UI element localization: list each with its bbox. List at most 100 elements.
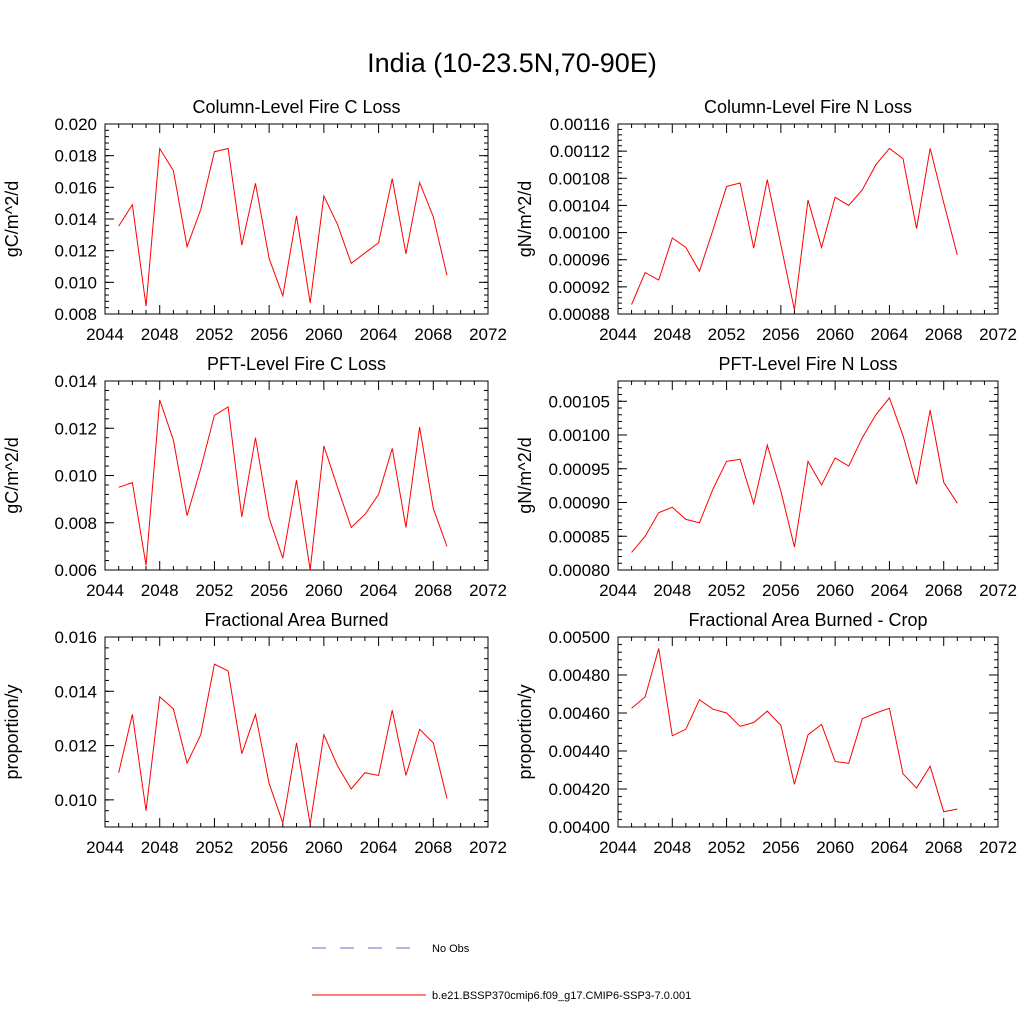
y-tick-label: 0.00105 (549, 392, 610, 411)
y-tick-label: 0.00085 (549, 527, 610, 546)
x-tick-label: 2044 (599, 838, 637, 857)
x-tick-label: 2052 (196, 838, 234, 857)
y-tick-label: 0.008 (54, 514, 97, 533)
x-tick-label: 2048 (653, 581, 691, 600)
y-tick-label: 0.00116 (550, 115, 610, 134)
x-tick-label: 2068 (414, 838, 452, 857)
plot-frame (617, 636, 999, 828)
x-tick-label: 2052 (196, 325, 234, 344)
y-tick-label: 0.00088 (549, 305, 610, 324)
y-tick-label: 0.00480 (549, 666, 610, 685)
panel-title: PFT-Level Fire N Loss (718, 354, 897, 374)
y-axis-label: gC/m^2/d (2, 181, 22, 257)
y-tick-label: 0.00092 (549, 278, 610, 297)
x-tick-label: 2068 (925, 838, 963, 857)
x-tick-label: 2056 (250, 581, 288, 600)
y-tick-label: 0.00108 (549, 169, 610, 188)
y-tick-label: 0.016 (54, 628, 97, 647)
y-tick-label: 0.006 (54, 561, 97, 580)
y-tick-label: 0.00460 (549, 704, 610, 723)
y-tick-label: 0.00104 (549, 196, 610, 215)
x-tick-label: 2072 (469, 581, 507, 600)
x-tick-label: 2060 (816, 325, 854, 344)
y-tick-label: 0.010 (54, 273, 97, 292)
x-tick-label: 2044 (599, 325, 637, 344)
y-tick-label: 0.010 (54, 467, 97, 486)
series-line (631, 147, 958, 311)
y-tick-label: 0.014 (54, 372, 97, 391)
x-tick-label: 2056 (250, 325, 288, 344)
x-tick-label: 2048 (141, 838, 179, 857)
x-tick-label: 2072 (979, 838, 1017, 857)
y-axis-label: gN/m^2/d (515, 437, 535, 513)
x-tick-label: 2068 (414, 581, 452, 600)
chart-panel-5: 2044 2048 2052 2056 2060 2064 2068 2072 0.010 0.0… (2, 610, 507, 857)
y-tick-label: 0.00095 (549, 460, 610, 479)
y-tick-label: 0.008 (54, 305, 97, 324)
chart-panel-6: 2044 2048 2052 2056 2060 2064 2068 2072 0.00400 0… (515, 610, 1017, 857)
x-tick-label: 2044 (86, 325, 124, 344)
x-tick-label: 2060 (305, 581, 343, 600)
y-axis-label: gN/m^2/d (515, 181, 535, 257)
x-tick-label: 2056 (762, 325, 800, 344)
y-tick-label: 0.012 (54, 737, 97, 756)
figure-title: India (10-23.5N,70-90E) (367, 48, 657, 78)
chart-panel-2: 2044 2048 2052 2056 2060 2064 2068 2072 0.00088 0… (515, 97, 1017, 344)
y-tick-label: 0.014 (54, 682, 97, 701)
x-tick-label: 2044 (86, 581, 124, 600)
panel-title: Column-Level Fire N Loss (704, 97, 912, 117)
x-tick-label: 2068 (925, 581, 963, 600)
y-tick-label: 0.00080 (549, 561, 610, 580)
y-tick-label: 0.00096 (549, 251, 610, 270)
series-line (118, 146, 448, 307)
x-tick-label: 2060 (305, 325, 343, 344)
y-tick-label: 0.010 (54, 791, 97, 810)
x-tick-label: 2064 (871, 581, 909, 600)
y-axis-label: gC/m^2/d (2, 437, 22, 513)
plot-frame (617, 380, 999, 571)
y-tick-label: 0.018 (54, 147, 97, 166)
x-tick-label: 2048 (141, 325, 179, 344)
chart-panel-1: 2044 2048 2052 2056 2060 2064 2068 2072 0.008 0.0… (2, 97, 507, 344)
legend: No Obs b.e21.BSSP370cmip6.f09_g17.CMIP6-S… (312, 943, 691, 1002)
x-tick-label: 2072 (979, 325, 1017, 344)
panel-title: PFT-Level Fire C Loss (207, 354, 386, 374)
x-tick-label: 2060 (816, 838, 854, 857)
legend-label-no-obs: No Obs (432, 943, 470, 955)
x-tick-label: 2068 (414, 325, 452, 344)
y-tick-label: 0.016 (54, 178, 97, 197)
x-tick-label: 2052 (196, 581, 234, 600)
x-tick-label: 2072 (469, 325, 507, 344)
plot-frame (104, 636, 489, 828)
x-tick-label: 2044 (599, 581, 637, 600)
x-tick-label: 2044 (86, 838, 124, 857)
panel-title: Fractional Area Burned (204, 610, 388, 630)
x-tick-label: 2072 (979, 581, 1017, 600)
x-tick-label: 2060 (816, 581, 854, 600)
x-tick-label: 2060 (305, 838, 343, 857)
y-tick-label: 0.00400 (549, 818, 610, 837)
x-tick-label: 2048 (653, 838, 691, 857)
x-tick-label: 2056 (762, 581, 800, 600)
x-tick-label: 2064 (871, 838, 909, 857)
x-tick-label: 2052 (708, 325, 746, 344)
y-tick-label: 0.020 (54, 115, 97, 134)
y-axis-label: proportion/y (515, 684, 535, 779)
x-tick-label: 2056 (762, 838, 800, 857)
series-line (631, 648, 958, 813)
y-tick-label: 0.00500 (549, 628, 610, 647)
series-line (118, 399, 448, 571)
chart-panel-3: 2044 2048 2052 2056 2060 2064 2068 2072 0.006 0.0… (2, 354, 507, 600)
x-tick-label: 2064 (360, 325, 398, 344)
series-line (118, 663, 448, 825)
chart-panel-4: 2044 2048 2052 2056 2060 2064 2068 2072 0.00080 0… (515, 354, 1017, 600)
y-tick-label: 0.00100 (549, 426, 610, 445)
x-tick-label: 2072 (469, 838, 507, 857)
x-tick-label: 2048 (141, 581, 179, 600)
y-tick-label: 0.012 (54, 242, 97, 261)
x-tick-label: 2068 (925, 325, 963, 344)
x-tick-label: 2048 (653, 325, 691, 344)
plot-frame (617, 123, 999, 315)
y-tick-label: 0.00420 (549, 780, 610, 799)
